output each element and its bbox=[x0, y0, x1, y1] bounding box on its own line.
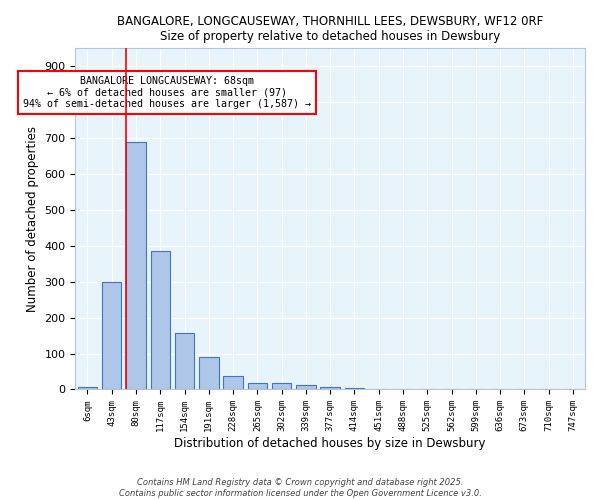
Title: BANGALORE, LONGCAUSEWAY, THORNHILL LEES, DEWSBURY, WF12 0RF
Size of property rel: BANGALORE, LONGCAUSEWAY, THORNHILL LEES,… bbox=[117, 15, 543, 43]
Bar bbox=[345, 388, 364, 390]
X-axis label: Distribution of detached houses by size in Dewsbury: Distribution of detached houses by size … bbox=[175, 437, 486, 450]
Bar bbox=[223, 376, 243, 390]
Bar bbox=[199, 357, 218, 390]
Bar bbox=[272, 384, 292, 390]
Y-axis label: Number of detached properties: Number of detached properties bbox=[26, 126, 39, 312]
Bar bbox=[151, 251, 170, 390]
Bar bbox=[248, 383, 267, 390]
Bar bbox=[296, 385, 316, 390]
Bar bbox=[102, 282, 121, 390]
Bar bbox=[320, 386, 340, 390]
Bar bbox=[78, 386, 97, 390]
Bar bbox=[175, 332, 194, 390]
Bar bbox=[126, 142, 146, 390]
Text: BANGALORE LONGCAUSEWAY: 68sqm
← 6% of detached houses are smaller (97)
94% of se: BANGALORE LONGCAUSEWAY: 68sqm ← 6% of de… bbox=[23, 76, 311, 110]
Text: Contains HM Land Registry data © Crown copyright and database right 2025.
Contai: Contains HM Land Registry data © Crown c… bbox=[119, 478, 481, 498]
